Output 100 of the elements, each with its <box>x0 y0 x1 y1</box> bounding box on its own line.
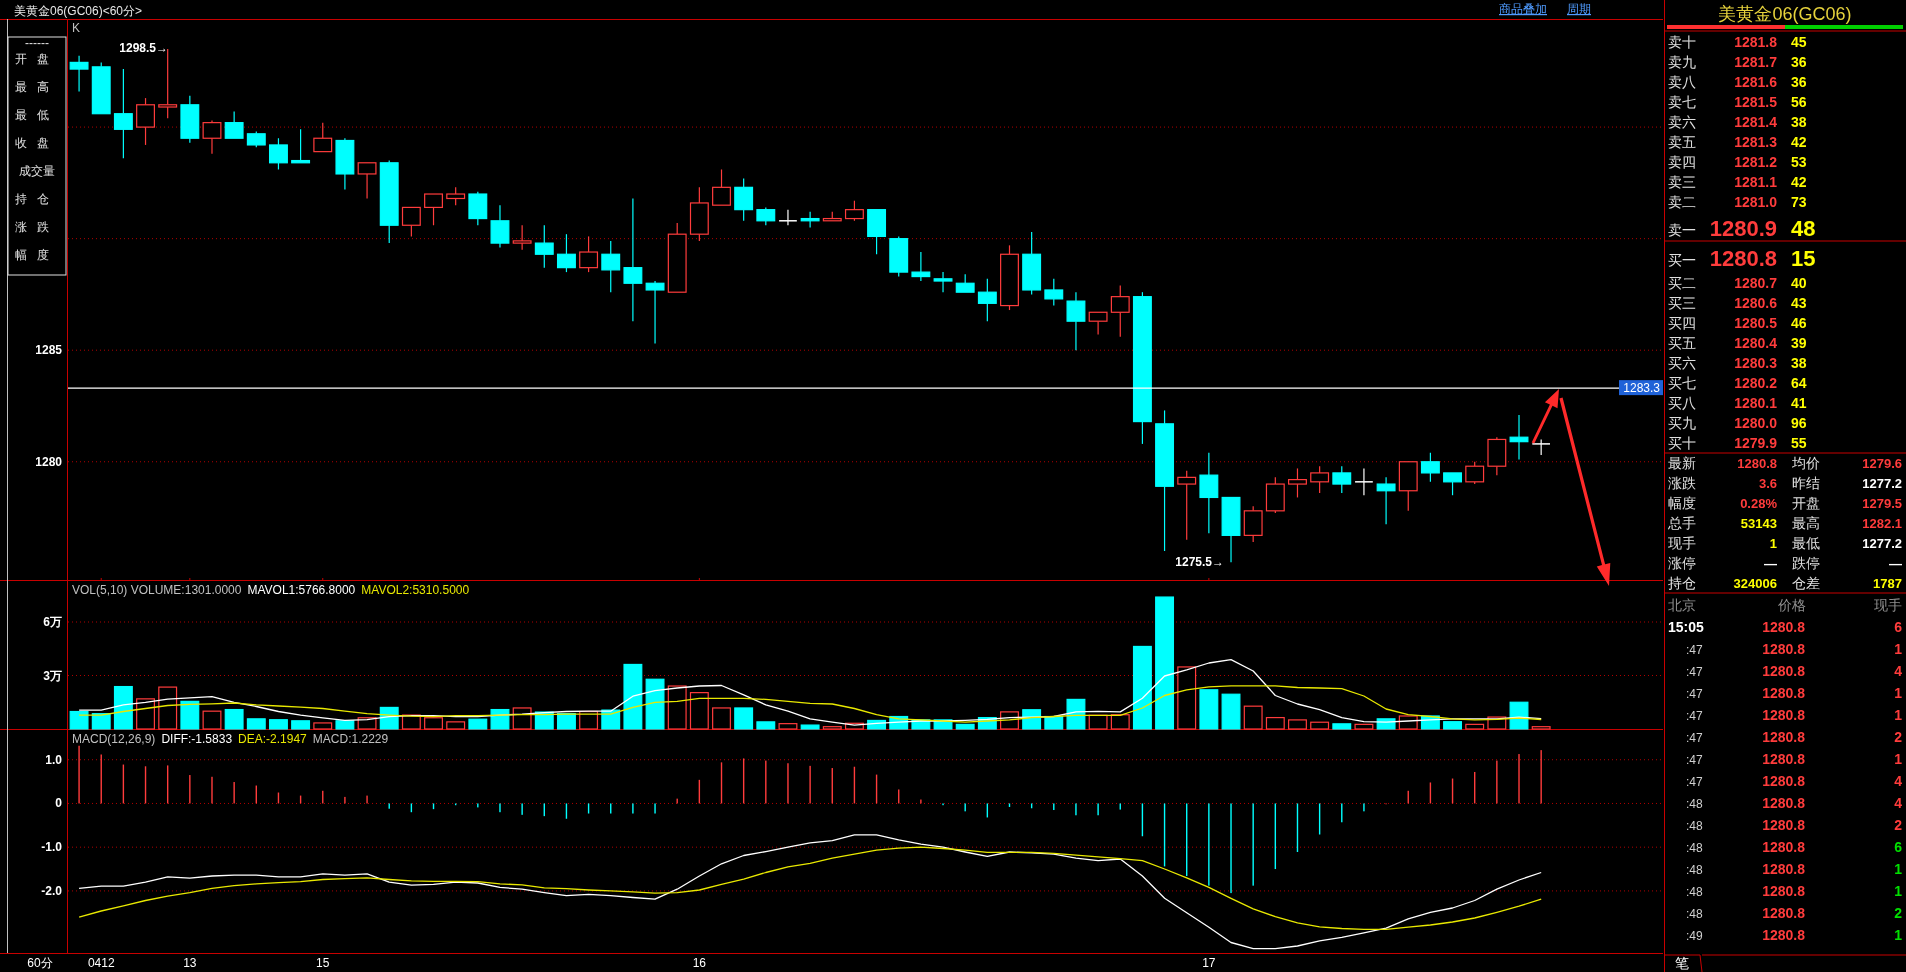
chart-title: VOL(5,10) VOLUME:1301.0000 <box>72 583 242 597</box>
text: 总手 <box>1667 515 1696 531</box>
bar <box>1243 705 1263 730</box>
category-label: 卖二 <box>1668 194 1696 210</box>
candlestick <box>645 280 665 345</box>
category-label: 卖五 <box>1668 134 1696 150</box>
category-label: :47 <box>1686 731 1704 745</box>
x-tick-label: 17 <box>1202 956 1216 970</box>
bar <box>180 700 200 730</box>
annotation: 1298.5→ <box>119 41 168 55</box>
data-label: 1280.6 <box>1734 295 1778 311</box>
text: 开盘 <box>15 52 59 66</box>
line-series <box>78 658 1542 726</box>
data-label: 1280.3 <box>1734 355 1778 371</box>
text: 幅度 <box>15 248 59 262</box>
bar <box>158 686 178 730</box>
bar <box>822 726 842 730</box>
data-label: 1280.8 <box>1762 619 1806 635</box>
category-label: :47 <box>1686 643 1704 657</box>
bar <box>601 709 621 730</box>
candlestick <box>1354 467 1374 496</box>
bar <box>1265 716 1285 730</box>
data-label: 1281.0 <box>1734 194 1778 210</box>
data-label: 1280.8 <box>1762 817 1806 833</box>
data-label: 1280.5 <box>1734 315 1778 331</box>
bar <box>268 719 288 730</box>
y-tick-label: 1285 <box>35 343 63 358</box>
data-label: 36 <box>1791 54 1807 70</box>
text: 0.28% <box>1740 496 1778 511</box>
bar <box>1066 698 1086 730</box>
data-label: 46 <box>1791 315 1807 331</box>
data-label: 56 <box>1791 94 1807 110</box>
data-label: 96 <box>1791 415 1807 431</box>
bar <box>446 721 466 730</box>
data-label: 1281.5 <box>1734 94 1778 110</box>
bar <box>224 708 244 730</box>
candlestick <box>490 204 510 249</box>
data-label: 1 <box>1894 927 1903 943</box>
bar <box>468 718 488 730</box>
bar <box>1110 714 1130 730</box>
text: 最高 <box>1792 515 1820 531</box>
text: 成交量 <box>19 164 55 178</box>
text: 最高 <box>15 80 59 94</box>
data-label: 1280.2 <box>1734 375 1778 391</box>
category-label: 卖八 <box>1668 74 1696 90</box>
category-label: :48 <box>1686 885 1704 899</box>
text: 3.6 <box>1758 476 1777 491</box>
category-label: :48 <box>1686 907 1704 921</box>
data-label: 1280.8 <box>1762 773 1806 789</box>
text: 昨结 <box>1792 475 1820 491</box>
category-label: 买四 <box>1668 315 1696 331</box>
text: 开盘 <box>1792 495 1820 511</box>
x-tick-label: 16 <box>692 956 707 970</box>
category-label: 买十 <box>1668 435 1696 451</box>
bar <box>1398 715 1418 730</box>
line-series <box>78 846 1542 931</box>
bar <box>623 663 643 730</box>
bar <box>1155 596 1175 730</box>
category-label: 买三 <box>1668 295 1696 311</box>
bar <box>712 707 731 730</box>
data-label: 41 <box>1791 395 1807 411</box>
data-label: 1281.8 <box>1734 34 1778 50</box>
chart-title: MACD(12,26,9) <box>72 732 156 746</box>
candlestick <box>1066 291 1086 351</box>
x-tick-label: 13 <box>183 956 197 970</box>
text: 持仓 <box>1668 575 1696 591</box>
candlestick <box>335 137 355 191</box>
bar <box>1531 726 1551 730</box>
data-label: 1 <box>1894 707 1903 723</box>
candlestick <box>1487 436 1507 476</box>
data-label: 36 <box>1791 74 1807 90</box>
candlestick <box>800 211 820 229</box>
text: — <box>1889 556 1902 571</box>
text: 现手 <box>1668 535 1696 551</box>
text: ------ <box>25 36 49 50</box>
bar <box>800 724 820 730</box>
data-label: 1280.8 <box>1762 927 1806 943</box>
data-label: 6 <box>1894 839 1903 855</box>
data-label: 38 <box>1791 114 1807 130</box>
candlestick <box>778 209 798 226</box>
line-series <box>78 685 1542 723</box>
y-tick-label: 0 <box>55 796 63 811</box>
text: 笔 <box>1675 955 1689 971</box>
bar <box>424 717 443 730</box>
text: 现手 <box>1874 597 1902 613</box>
bar <box>335 720 355 730</box>
data-label: 1 <box>1894 883 1903 899</box>
category-label: 卖四 <box>1668 154 1696 170</box>
candlestick <box>623 197 643 322</box>
bar <box>689 692 709 730</box>
candlestick <box>1199 452 1219 534</box>
category-label: 卖三 <box>1668 174 1696 190</box>
data-label: 1280.7 <box>1734 275 1778 291</box>
bar <box>1332 723 1352 730</box>
text: 1277.2 <box>1862 536 1902 551</box>
text: 1280.8 <box>1737 456 1777 471</box>
text: 最低 <box>15 108 59 122</box>
data-label: 73 <box>1791 194 1807 210</box>
bar <box>91 713 111 730</box>
candlestick <box>1509 414 1529 461</box>
